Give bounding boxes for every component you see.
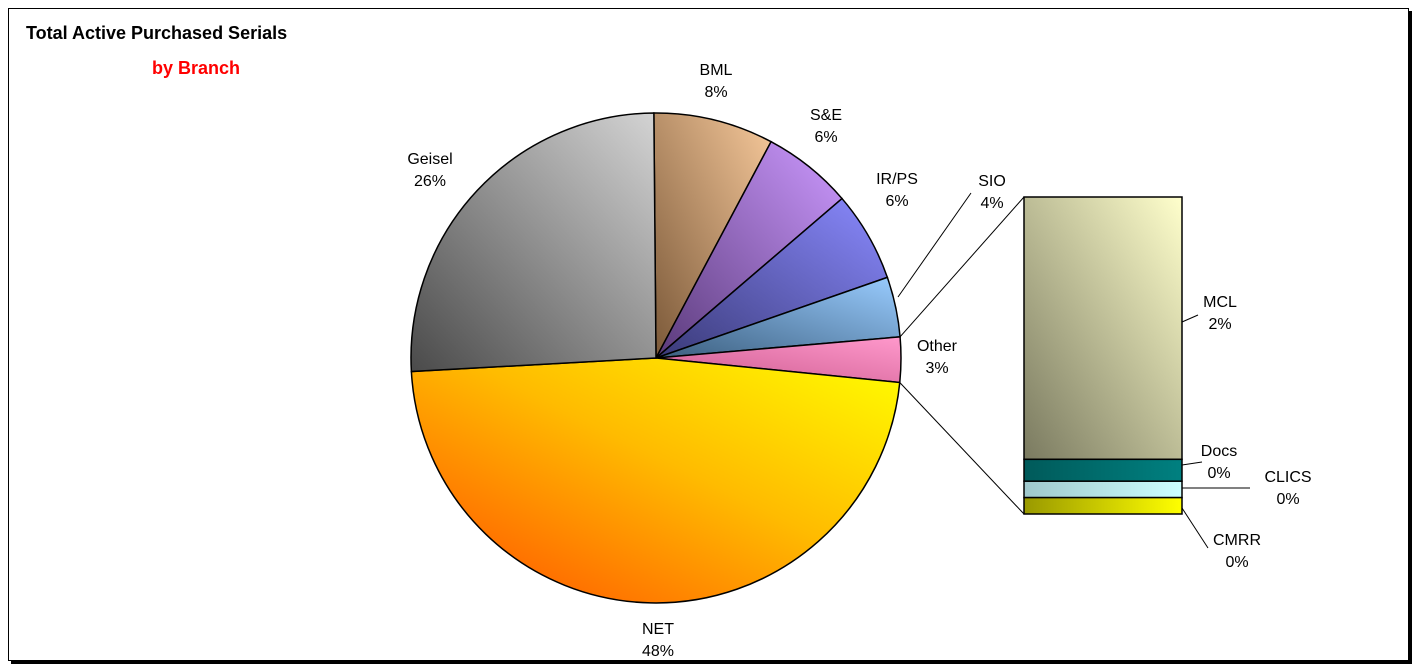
label-docs: Docs 0%: [1201, 443, 1237, 482]
label-geisel: Geisel 26%: [407, 151, 452, 190]
label-ir-ps: IR/PS 6%: [876, 171, 918, 210]
label-clics: CLICS 0%: [1264, 469, 1311, 508]
bar-segment-mcl: [1023, 196, 1183, 461]
label-cmrr: CMRR 0%: [1213, 532, 1261, 571]
bar-segment-clics: [1023, 480, 1183, 499]
chart-subtitle: by Branch: [152, 58, 241, 78]
leader-line-docs: [1181, 461, 1203, 466]
pie-slice-geisel: [410, 112, 657, 373]
chart-title: Total Active Purchased Serials: [26, 23, 288, 43]
leader-line-sio: [897, 192, 972, 298]
leader-line-cmrr: [1181, 507, 1209, 549]
pie-slice-net: [410, 357, 901, 604]
label-net: NET 48%: [642, 621, 674, 660]
leader-line-mcl: [1181, 314, 1199, 323]
connector-line-bottom: [899, 382, 1025, 515]
bar-segment-cmrr: [1023, 496, 1183, 515]
label-other: Other 3%: [917, 338, 958, 377]
label-sio: SIO 4%: [978, 173, 1006, 212]
pie-slice-bml: [653, 112, 773, 359]
label-bml: BML 8%: [700, 62, 733, 101]
bar-segment-docs: [1023, 458, 1183, 482]
label-mcl: MCL 2%: [1203, 294, 1237, 333]
connector-line-top: [899, 196, 1025, 338]
label-sande: S&E 6%: [810, 107, 842, 146]
